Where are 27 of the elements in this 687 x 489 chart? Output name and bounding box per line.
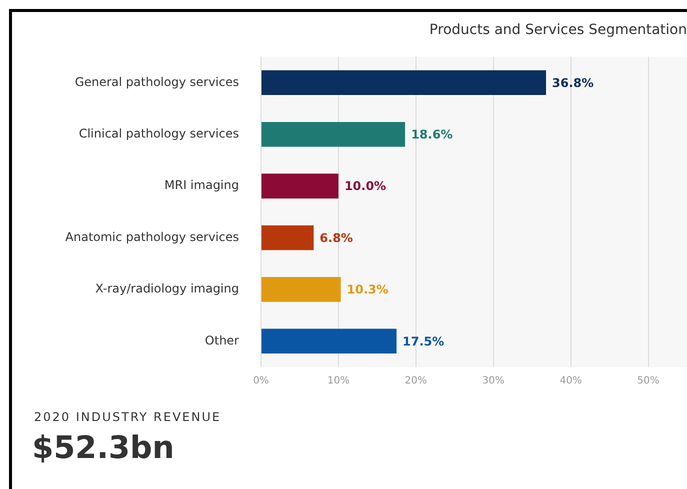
data-label: 10.3% (346, 282, 388, 297)
y-tick-label: Anatomic pathology services (65, 230, 239, 244)
x-tick-label: 0% (253, 376, 269, 387)
x-tick-label: 50% (637, 376, 660, 387)
y-tick-label: X-ray/radiology imaging (95, 282, 239, 296)
data-label: 18.6% (411, 127, 453, 142)
x-tick-label: 10% (327, 376, 350, 387)
x-tick-label: 30% (482, 376, 504, 387)
text: $52.3bn (32, 430, 174, 466)
bar (262, 277, 341, 302)
bar (262, 328, 397, 354)
bar (262, 174, 338, 198)
bar (262, 70, 546, 96)
data-label: 36.8% (552, 76, 594, 90)
data-label: 10.0% (344, 179, 386, 194)
y-tick-label: MRI imaging (164, 178, 239, 192)
x-tick-label: 20% (404, 376, 428, 387)
text: 2020 INDUSTRY REVENUE (34, 410, 222, 424)
data-label: 6.8% (320, 230, 353, 245)
y-tick-label: General pathology services (74, 74, 239, 89)
x-tick-label: 40% (560, 376, 582, 387)
bar (262, 225, 314, 250)
chart-title: Products and Services Segmentation (429, 22, 687, 38)
y-tick-label: Other (204, 333, 240, 348)
bar (262, 122, 406, 147)
y-tick-label: Clinical pathology services (78, 126, 239, 140)
data-label: 17.5% (402, 334, 444, 348)
